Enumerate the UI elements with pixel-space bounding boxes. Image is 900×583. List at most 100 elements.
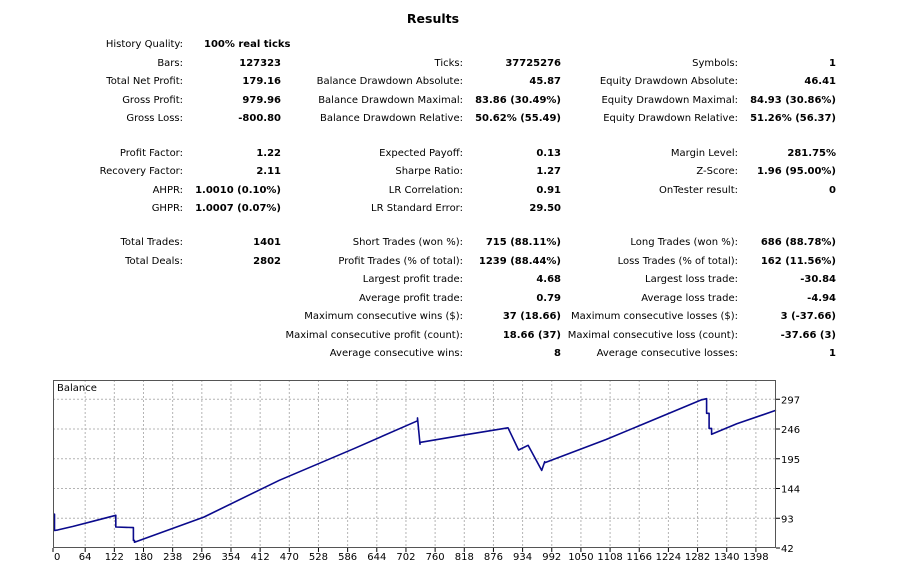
profit-trades-of-total-label: Profit Trades (% of total): <box>338 256 463 267</box>
x-tick-label: 180 <box>134 552 153 563</box>
x-tick-label: 122 <box>105 552 124 563</box>
y-tick-label: 195 <box>781 455 800 466</box>
x-tick-label: 238 <box>163 552 182 563</box>
z-score-label: Z-Score: <box>696 166 738 177</box>
ghpr-label: GHPR: <box>151 203 183 214</box>
chart-plot-area <box>53 380 776 548</box>
loss-trades-of-total-value: 162 (11.56%) <box>760 256 836 267</box>
long-trades-won-value: 686 (88.78%) <box>760 237 836 248</box>
average-loss-trade-value: -4.94 <box>807 293 836 304</box>
chart-title: Balance <box>57 383 97 394</box>
y-tick-label: 93 <box>781 514 794 525</box>
margin-level-value: 281.75% <box>787 148 836 159</box>
loss-trades-of-total-label: Loss Trades (% of total): <box>617 256 738 267</box>
profit-factor-label: Profit Factor: <box>119 148 183 159</box>
largest-loss-trade-value: -30.84 <box>800 274 836 285</box>
average-loss-trade-label: Average loss trade: <box>641 293 738 304</box>
x-tick-label: 586 <box>338 552 357 563</box>
x-tick-label: 1050 <box>568 552 593 563</box>
balance-drawdown-relative-label: Balance Drawdown Relative: <box>319 113 463 124</box>
ahpr-value: 1.0010 (0.10%) <box>195 185 281 196</box>
bars-value: 127323 <box>239 58 281 69</box>
x-tick-label: 876 <box>484 552 503 563</box>
y-tick-label: 144 <box>781 485 800 496</box>
ticks-label: Ticks: <box>434 58 463 69</box>
x-tick-label: 760 <box>426 552 445 563</box>
average-profit-trade-label: Average profit trade: <box>358 293 463 304</box>
expected-payoff-value: 0.13 <box>536 148 561 159</box>
x-tick-label: 702 <box>396 552 415 563</box>
average-consecutive-wins-value: 8 <box>554 348 561 359</box>
equity-drawdown-absolute-value: 46.41 <box>804 76 836 87</box>
x-tick-label: 412 <box>251 552 270 563</box>
expected-payoff-label: Expected Payoff: <box>379 148 463 159</box>
gross-loss-label: Gross Loss: <box>126 113 183 124</box>
lr-correlation-label: LR Correlation: <box>388 185 463 196</box>
average-consecutive-losses-value: 1 <box>829 348 836 359</box>
balance-drawdown-maximal-label: Balance Drawdown Maximal: <box>318 95 463 106</box>
x-tick-label: 644 <box>367 552 386 563</box>
maximum-consecutive-wins-label: Maximum consecutive wins ($): <box>304 311 463 322</box>
total-net-profit-label: Total Net Profit: <box>106 76 183 87</box>
maximal-consecutive-profit-count-label: Maximal consecutive profit (count): <box>285 330 463 341</box>
x-tick-label: 1398 <box>743 552 768 563</box>
x-tick-label: 470 <box>280 552 299 563</box>
balance-drawdown-relative-value: 50.62% (55.49) <box>475 113 561 124</box>
x-tick-label: 934 <box>513 552 532 563</box>
z-score-value: 1.96 (95.00%) <box>757 166 836 177</box>
average-profit-trade-value: 0.79 <box>536 293 561 304</box>
maximal-consecutive-profit-count-value: 18.66 (37) <box>502 330 561 341</box>
symbols-label: Symbols: <box>692 58 738 69</box>
balance-drawdown-maximal-value: 83.86 (30.49%) <box>475 95 561 106</box>
x-tick-label: 1166 <box>627 552 652 563</box>
y-tick-label: 42 <box>781 544 794 555</box>
page-title: Results <box>406 11 460 26</box>
maximal-consecutive-loss-count-label: Maximal consecutive loss (count): <box>567 330 738 341</box>
equity-drawdown-absolute-label: Equity Drawdown Absolute: <box>599 76 738 87</box>
symbols-value: 1 <box>829 58 836 69</box>
balance-drawdown-absolute-label: Balance Drawdown Absolute: <box>316 76 463 87</box>
x-tick-label: 1282 <box>685 552 710 563</box>
lr-correlation-value: 0.91 <box>536 185 561 196</box>
ahpr-label: AHPR: <box>152 185 183 196</box>
ghpr-value: 1.0007 (0.07%) <box>195 203 281 214</box>
ontester-result-label: OnTester result: <box>658 185 738 196</box>
largest-profit-trade-label: Largest profit trade: <box>362 274 463 285</box>
y-tick-label: 297 <box>781 395 800 406</box>
total-net-profit-value: 179.16 <box>242 76 281 87</box>
total-trades-label: Total Trades: <box>120 237 184 248</box>
short-trades-won-value: 715 (88.11%) <box>485 237 561 248</box>
total-deals-value: 2802 <box>253 256 281 267</box>
balance-series-line <box>53 397 777 543</box>
total-trades-value: 1401 <box>253 237 281 248</box>
total-deals-label: Total Deals: <box>125 256 183 267</box>
recovery-factor-value: 2.11 <box>256 166 281 177</box>
long-trades-won-label: Long Trades (won %): <box>630 237 738 248</box>
x-tick-label: 1108 <box>597 552 622 563</box>
profit-factor-value: 1.22 <box>256 148 281 159</box>
x-tick-label: 0 <box>54 552 60 563</box>
bars-label: Bars: <box>157 58 183 69</box>
balance-drawdown-absolute-value: 45.87 <box>529 76 561 87</box>
average-consecutive-losses-label: Average consecutive losses: <box>596 348 738 359</box>
maximal-consecutive-loss-count-value: -37.66 (3) <box>780 330 836 341</box>
x-tick-label: 64 <box>79 552 92 563</box>
x-tick-label: 1224 <box>656 552 681 563</box>
x-tick-label: 528 <box>309 552 328 563</box>
gross-loss-value: -800.80 <box>238 113 281 124</box>
y-tick-label: 246 <box>781 425 800 436</box>
recovery-factor-label: Recovery Factor: <box>99 166 183 177</box>
largest-profit-trade-value: 4.68 <box>536 274 561 285</box>
x-tick-label: 354 <box>221 552 240 563</box>
short-trades-won-label: Short Trades (won %): <box>352 237 463 248</box>
history-quality-label: History Quality: <box>105 39 183 50</box>
gross-profit-label: Gross Profit: <box>122 95 183 106</box>
x-tick-label: 992 <box>542 552 561 563</box>
ticks-value: 37725276 <box>505 58 561 69</box>
maximum-consecutive-wins-value: 37 (18.66) <box>502 311 561 322</box>
equity-drawdown-relative-label: Equity Drawdown Relative: <box>603 113 738 124</box>
history-quality-value: 100% real ticks <box>204 39 291 50</box>
equity-drawdown-relative-value: 51.26% (56.37) <box>750 113 836 124</box>
lr-standard-error-label: LR Standard Error: <box>371 203 463 214</box>
